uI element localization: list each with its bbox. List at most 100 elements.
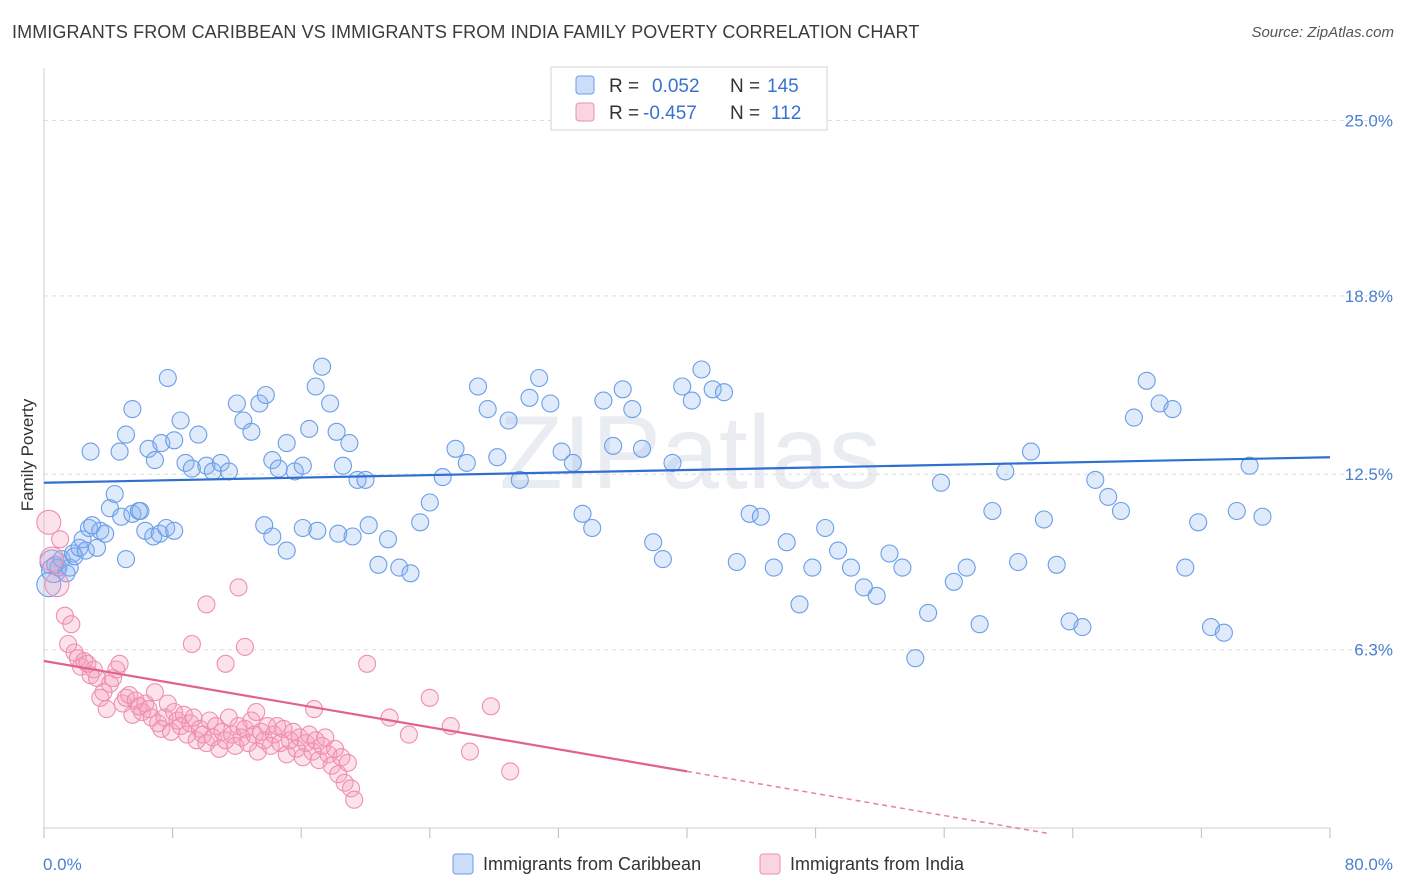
point-caribbean-83 (468, 377, 488, 396)
point-india-2 (44, 572, 70, 598)
point-caribbean-128 (983, 501, 1002, 521)
point-caribbean-33 (131, 501, 150, 521)
point-caribbean-41 (182, 459, 201, 478)
point-caribbean-80 (433, 468, 452, 487)
point-caribbean-119 (867, 586, 886, 605)
legend-r-label-1: R = (609, 76, 639, 97)
point-caribbean-42 (189, 425, 208, 444)
point-caribbean-16 (91, 521, 110, 540)
point-caribbean-113 (790, 595, 809, 614)
point-caribbean-65 (356, 470, 375, 489)
x-tick-label-min: 0.0% (43, 855, 82, 874)
point-caribbean-93 (573, 504, 592, 523)
point-india-6 (62, 615, 81, 634)
point-caribbean-123 (919, 603, 938, 622)
point-caribbean-99 (632, 439, 652, 458)
point-caribbean-89 (530, 368, 549, 388)
bottom-legend: Immigrants from Caribbean Immigrants fro… (452, 853, 965, 875)
point-caribbean-125 (944, 572, 963, 591)
bottom-legend-india: Immigrants from India (790, 854, 965, 874)
point-caribbean-75 (378, 530, 398, 549)
y-tick-label-2: 18.8% (1345, 287, 1393, 306)
point-caribbean-82 (457, 453, 476, 472)
point-caribbean-60 (321, 394, 340, 413)
point-caribbean-77 (401, 564, 420, 583)
trend-line-india-extension (686, 770, 1050, 835)
point-caribbean-35 (145, 451, 164, 470)
point-caribbean-67 (263, 527, 282, 546)
point-india-100 (247, 702, 266, 722)
point-india-3 (51, 530, 70, 549)
point-caribbean-116 (829, 541, 848, 560)
point-caribbean-0 (36, 572, 62, 598)
point-india-94 (345, 790, 364, 809)
point-caribbean-69 (293, 518, 312, 538)
point-caribbean-58 (306, 377, 325, 396)
point-caribbean-6 (57, 564, 76, 583)
point-caribbean-122 (906, 649, 925, 668)
point-caribbean-13 (79, 518, 99, 538)
point-caribbean-94 (583, 518, 602, 538)
point-caribbean-46 (219, 462, 238, 481)
point-caribbean-47 (227, 394, 246, 413)
point-india-15 (91, 688, 110, 707)
point-caribbean-78 (411, 513, 430, 532)
point-caribbean-37 (158, 368, 177, 388)
point-caribbean-117 (841, 558, 861, 577)
point-caribbean-96 (604, 436, 623, 455)
point-india-1 (39, 546, 65, 572)
point-caribbean-121 (893, 558, 912, 577)
legend-swatch-india (575, 102, 595, 122)
point-caribbean-112 (777, 533, 796, 552)
point-caribbean-91 (552, 442, 571, 461)
point-caribbean-56 (293, 456, 312, 475)
point-caribbean-146 (1214, 623, 1233, 642)
point-caribbean-130 (1009, 552, 1028, 572)
legend-n-label-2: N = (730, 103, 760, 124)
point-caribbean-97 (613, 380, 632, 399)
point-caribbean-88 (520, 388, 539, 407)
point-caribbean-106 (703, 380, 722, 399)
chart-source: Source: ZipAtlas.com (1251, 24, 1394, 41)
point-caribbean-72 (343, 527, 362, 546)
point-caribbean-76 (390, 558, 409, 577)
point-caribbean-110 (751, 507, 770, 526)
tick-labels: 6.3% 12.5% 18.8% 25.0% 0.0% 80.0% (43, 111, 1393, 874)
point-caribbean-149 (1253, 507, 1272, 526)
axes-layer (43, 68, 1331, 838)
legend-box: R = 0.052 N = 145 R = -0.457 N = 112 (550, 66, 828, 131)
point-caribbean-11 (73, 530, 92, 549)
point-caribbean-139 (1124, 408, 1143, 427)
bottom-legend-caribbean: Immigrants from Caribbean (483, 854, 701, 874)
point-caribbean-90 (541, 394, 560, 413)
x-tick-label-max: 80.0% (1345, 855, 1393, 874)
chart-title: IMMIGRANTS FROM CARIBBEAN VS IMMIGRANTS … (12, 22, 920, 42)
point-caribbean-148 (1240, 456, 1259, 475)
point-caribbean-49 (242, 422, 261, 441)
point-caribbean-17 (96, 524, 115, 543)
point-caribbean-81 (446, 439, 465, 458)
point-caribbean-70 (308, 521, 327, 540)
point-caribbean-74 (369, 555, 388, 574)
point-caribbean-54 (277, 434, 296, 453)
point-india-92 (338, 753, 357, 772)
point-india-0 (36, 509, 62, 535)
point-caribbean-38 (165, 431, 184, 450)
legend-swatch-caribbean (575, 75, 595, 95)
point-caribbean-57 (300, 419, 319, 438)
point-caribbean-102 (663, 453, 682, 472)
point-caribbean-51 (256, 385, 275, 405)
point-caribbean-147 (1227, 501, 1246, 521)
point-caribbean-59 (313, 357, 332, 376)
y-tick-label-0: 6.3% (1354, 641, 1393, 660)
y-tick-label-3: 25.0% (1345, 111, 1393, 130)
point-india-99 (235, 637, 254, 656)
point-india-17 (97, 700, 116, 719)
point-caribbean-118 (854, 578, 873, 597)
point-caribbean-63 (340, 434, 359, 453)
point-caribbean-111 (764, 558, 783, 577)
point-caribbean-53 (269, 459, 288, 478)
point-caribbean-114 (803, 558, 822, 577)
point-caribbean-61 (327, 422, 346, 441)
point-india-102 (358, 654, 377, 673)
